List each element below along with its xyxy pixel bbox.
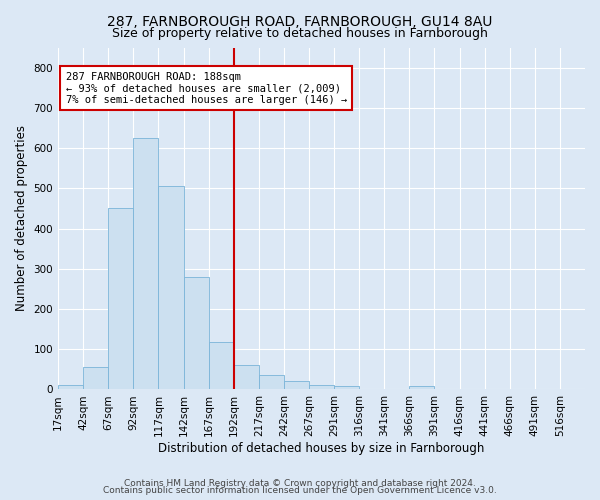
Bar	[58, 384, 83, 390]
Text: Size of property relative to detached houses in Farnborough: Size of property relative to detached ho…	[112, 28, 488, 40]
X-axis label: Distribution of detached houses by size in Farnborough: Distribution of detached houses by size …	[158, 442, 485, 455]
Text: 287, FARNBOROUGH ROAD, FARNBOROUGH, GU14 8AU: 287, FARNBOROUGH ROAD, FARNBOROUGH, GU14…	[107, 15, 493, 29]
Text: 287 FARNBOROUGH ROAD: 188sqm
← 93% of detached houses are smaller (2,009)
7% of : 287 FARNBOROUGH ROAD: 188sqm ← 93% of de…	[65, 72, 347, 105]
Bar	[158, 186, 184, 390]
Y-axis label: Number of detached properties: Number of detached properties	[15, 126, 28, 312]
Bar	[334, 386, 359, 390]
Bar	[259, 374, 284, 390]
Text: Contains HM Land Registry data © Crown copyright and database right 2024.: Contains HM Land Registry data © Crown c…	[124, 478, 476, 488]
Bar	[83, 368, 108, 390]
Text: Contains public sector information licensed under the Open Government Licence v3: Contains public sector information licen…	[103, 486, 497, 495]
Bar	[284, 380, 309, 390]
Bar	[309, 386, 334, 390]
Bar	[184, 277, 209, 390]
Bar	[133, 138, 158, 390]
Bar	[233, 366, 259, 390]
Bar	[409, 386, 434, 390]
Bar	[209, 342, 233, 390]
Bar	[108, 208, 133, 390]
